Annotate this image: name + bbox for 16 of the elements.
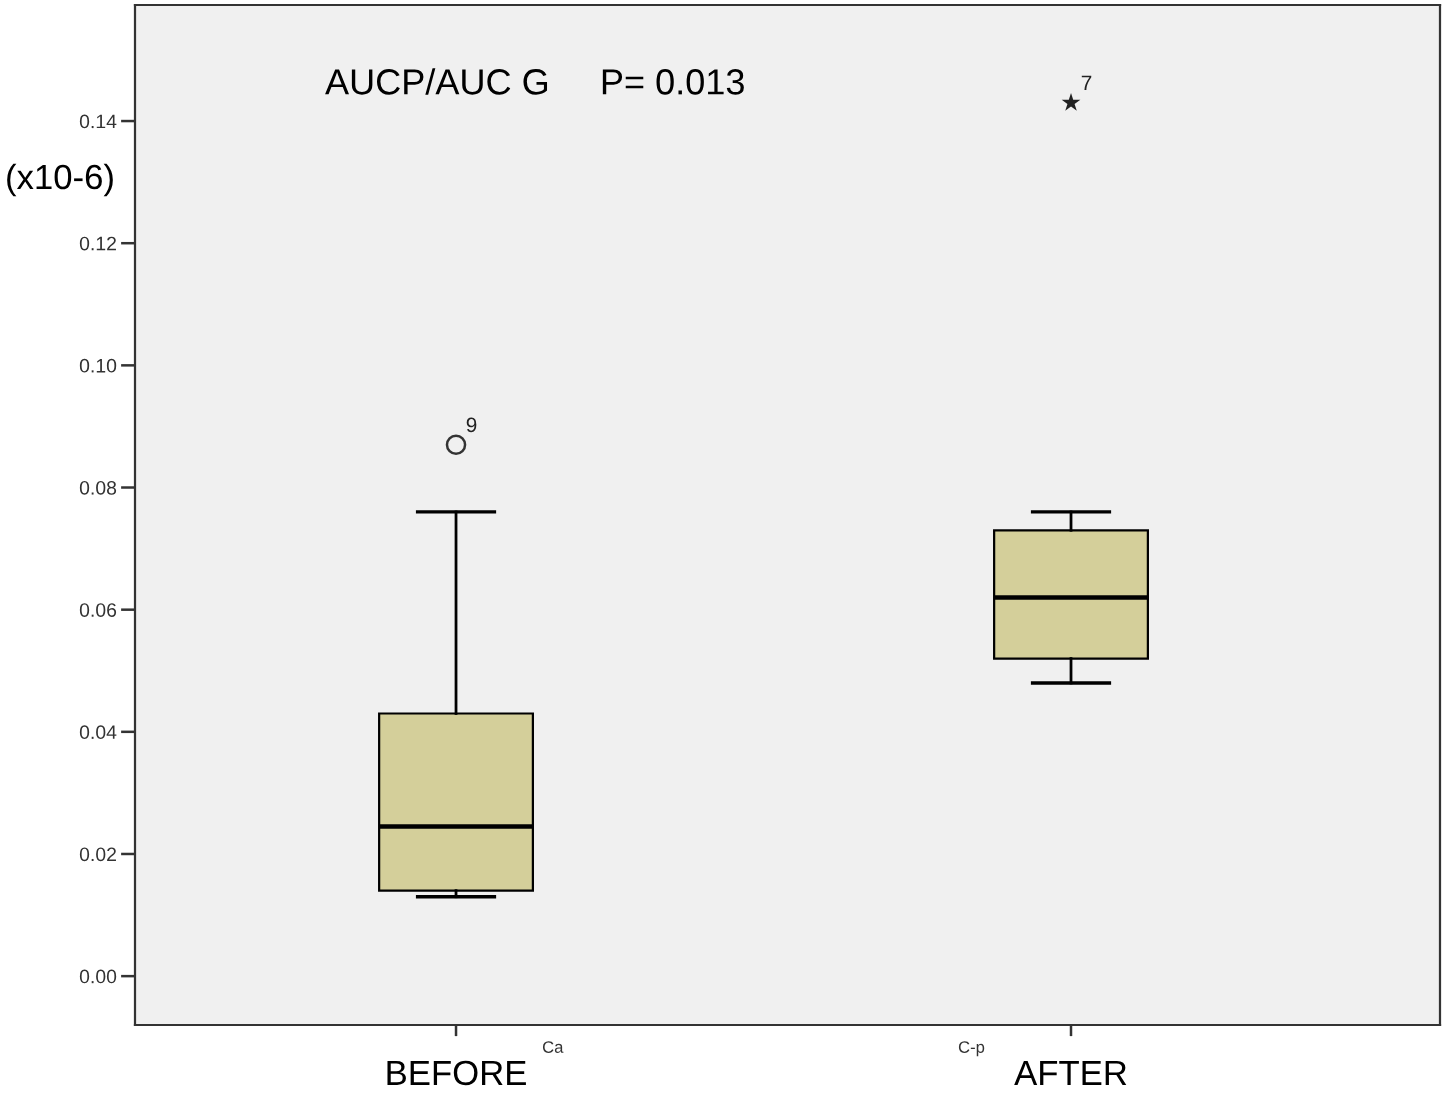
x-tick-label: BEFORE <box>387 1060 526 1086</box>
text: C-p <box>958 1041 985 1057</box>
y-tick-label: 0.08 <box>79 480 117 495</box>
y-tick-label: 0.00 <box>79 969 117 984</box>
y-tick-label: 0.10 <box>79 358 117 373</box>
y-tick-label: 0.12 <box>79 236 116 251</box>
annotation: 9 <box>466 417 477 433</box>
y-tick-label: 0.06 <box>79 603 117 617</box>
x-tick-label: AFTER <box>1014 1061 1127 1085</box>
text: Ca <box>542 1041 564 1053</box>
y-tick-label: 0.14 <box>79 114 117 129</box>
y-axis-title: (x10-6) <box>7 163 113 197</box>
y-tick-label: 0.04 <box>79 725 117 740</box>
annotation: 7 <box>1081 75 1092 91</box>
y-tick-label: 0.02 <box>79 847 116 862</box>
text: AUCP/AUC G P= 0.013 <box>325 68 744 95</box>
